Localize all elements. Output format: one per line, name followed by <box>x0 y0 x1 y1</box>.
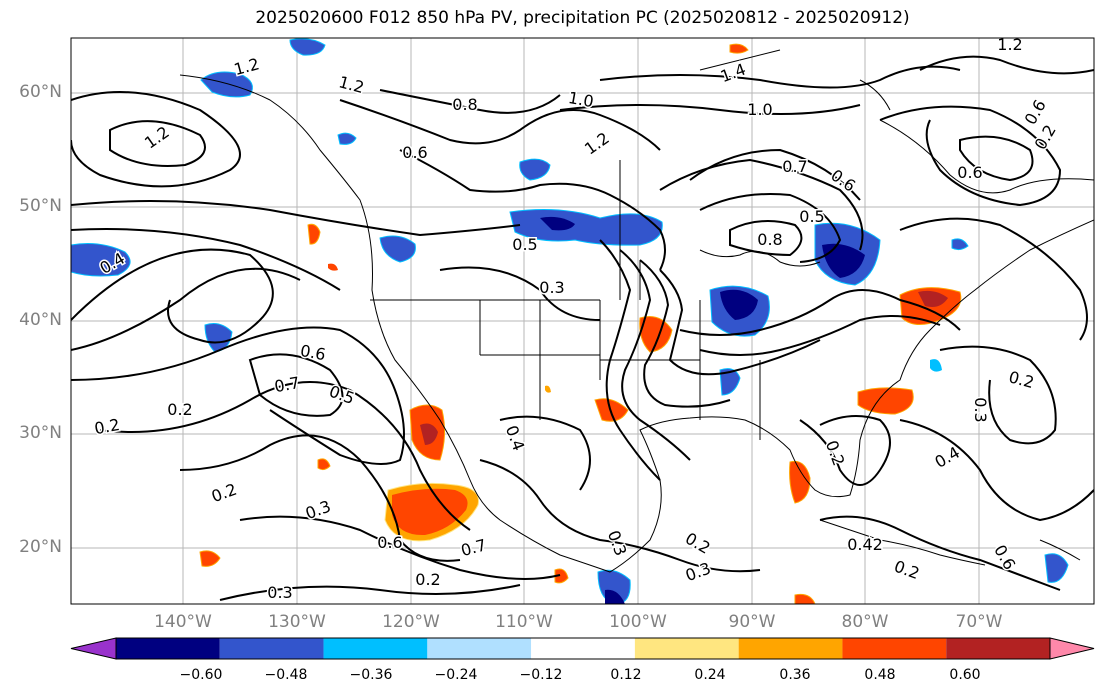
contour-label: 0.2 <box>93 415 121 438</box>
lon-label-70w: 70°W <box>955 612 1003 632</box>
map-frame <box>70 37 1095 605</box>
precip-fill-layer <box>71 38 1069 604</box>
colorbar-tick-label: 0.48 <box>864 667 896 683</box>
colorbar-segment <box>842 638 947 659</box>
map-title: 2025020600 F012 850 hPa PV, precipitatio… <box>255 8 910 28</box>
lon-label-110w: 110°W <box>495 612 553 632</box>
contour-label: 1.0 <box>747 100 772 119</box>
lon-label-130w: 130°W <box>268 612 326 632</box>
colorbar-extend-low <box>70 637 117 660</box>
gridlines <box>71 38 1094 604</box>
colorbar-segment <box>531 638 635 659</box>
colorbar-frame <box>115 637 1051 660</box>
contour-label: 0.3 <box>267 583 292 602</box>
contour-label: 1.2 <box>232 54 262 79</box>
colorbar-segment <box>427 638 532 659</box>
colorbar <box>70 637 1095 660</box>
contour-label: 0.6 <box>377 533 402 552</box>
contour-label: 1.0 <box>567 88 595 111</box>
lon-label-80w: 80°W <box>841 612 889 632</box>
colorbar-extend-high <box>1049 637 1095 660</box>
contour-label: 0.6 <box>299 341 327 364</box>
contour-label: 0.2 <box>415 570 440 589</box>
contour-label: 1.4 <box>718 60 748 87</box>
contour-label: 0.2 <box>1007 367 1037 392</box>
contour-label: 0.5 <box>327 382 357 409</box>
colorbar-tick-label: 0.36 <box>779 667 811 683</box>
contour-label: 0.3 <box>971 397 990 422</box>
contour-label: 1.2 <box>997 35 1022 54</box>
lon-label-100w: 100°W <box>609 612 667 632</box>
contour-label: 0.3 <box>604 528 631 558</box>
colorbar-segment <box>219 638 324 659</box>
contour-label: 0.42 <box>847 535 883 554</box>
contour-label: 1.2 <box>581 128 613 158</box>
colorbar-tick-label: −0.24 <box>434 667 478 683</box>
contour-label: 0.6 <box>402 143 427 162</box>
contour-label: 0.6 <box>990 541 1019 573</box>
lat-label-50n: 50°N <box>19 196 62 216</box>
lat-label-20n: 20°N <box>19 537 62 557</box>
colorbar-tick-label: 0.12 <box>610 667 642 683</box>
contour-label: 0.2 <box>209 480 239 507</box>
lat-label-40n: 40°N <box>19 310 62 330</box>
lat-label-30n: 30°N <box>19 423 62 443</box>
colorbar-tick-label: 0.60 <box>949 667 981 683</box>
contour-label: 0.2 <box>822 438 849 468</box>
colorbar-segment <box>116 638 220 659</box>
colorbar-segment <box>323 638 428 659</box>
contour-label: 0.5 <box>799 207 824 226</box>
lon-label-90w: 90°W <box>728 612 776 632</box>
contour-label: 0.8 <box>452 95 477 114</box>
contour-label: 0.6 <box>957 163 982 182</box>
contour-label: 0.6 <box>827 165 859 195</box>
colorbar-tick-label: −0.12 <box>519 667 563 683</box>
colorbar-tick-label: −0.36 <box>349 667 393 683</box>
colorbar-segment <box>738 638 843 659</box>
lon-label-140w: 140°W <box>154 612 212 632</box>
colorbar-tick-label: −0.60 <box>179 667 223 683</box>
contour-label: 0.8 <box>757 230 782 249</box>
contour-label: 0.2 <box>682 529 714 558</box>
contour-label: 0.3 <box>539 278 564 297</box>
contour-label: 0.5 <box>512 235 537 254</box>
contour-label: 0.2 <box>167 400 192 419</box>
colorbar-tick-label: −0.48 <box>264 667 308 683</box>
lon-label-120w: 120°W <box>382 612 440 632</box>
lat-label-60n: 60°N <box>19 82 62 102</box>
contour-label: 0.3 <box>303 497 333 524</box>
contour-label: 0.2 <box>892 557 922 584</box>
contour-label: 0.7 <box>273 373 301 396</box>
colorbar-segment <box>634 638 739 659</box>
coastlines-borders <box>179 49 1094 573</box>
colorbar-tick-label: 0.24 <box>694 667 726 683</box>
contour-label: 1.2 <box>141 122 173 152</box>
colorbar-segment <box>946 638 1050 659</box>
contour-label: 0.7 <box>782 157 807 176</box>
pv-contours <box>71 55 1094 601</box>
contour-label: 0.7 <box>459 535 489 560</box>
